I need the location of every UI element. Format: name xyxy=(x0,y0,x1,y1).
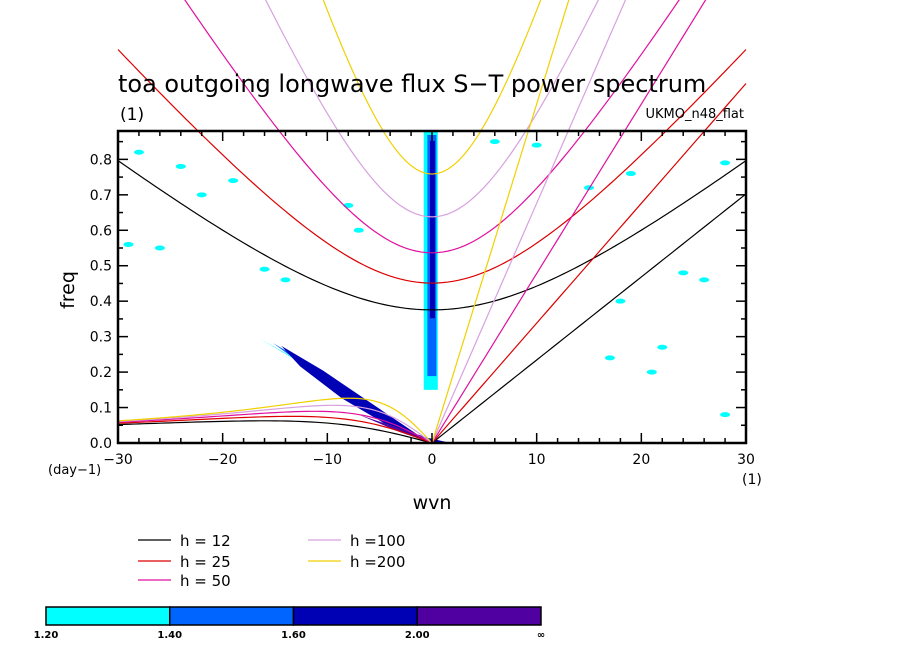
contour-spot xyxy=(625,171,636,177)
y-tick-label: 0.5 xyxy=(90,259,112,275)
colorbar: 1.20 1.40 1.60 2.00 ∞ xyxy=(34,606,545,641)
x-tick-label: −10 xyxy=(313,452,343,468)
x-axis-units: (1) xyxy=(742,472,762,488)
y-tick-labels: 0.0 0.1 0.2 0.3 0.4 0.5 0.6 0.7 0.8 xyxy=(90,152,112,452)
y-tick-label: 0.2 xyxy=(90,365,112,381)
y-axis-label: freq xyxy=(57,271,79,309)
y-tick-label: 0.7 xyxy=(90,188,112,204)
y-axis-units: (day−1) xyxy=(48,463,101,478)
gravity-curve xyxy=(264,0,600,218)
rossby-curve xyxy=(117,420,433,443)
contour-spot xyxy=(175,163,186,169)
kelvin-curve xyxy=(431,83,747,443)
x-tick-label: 0 xyxy=(428,452,437,468)
x-axis-label: wvn xyxy=(413,492,452,514)
y-tick-label: 0.4 xyxy=(90,294,112,310)
title-units: (1) xyxy=(120,105,144,125)
colorbar-segment xyxy=(292,606,418,626)
kelvin-curve xyxy=(431,0,570,443)
contour-spot xyxy=(280,277,291,283)
axis-ticks xyxy=(117,131,747,444)
kelvin-curve xyxy=(431,0,707,443)
x-tick-label: 10 xyxy=(528,452,546,468)
x-tick-label: 30 xyxy=(737,452,755,468)
contour-spot xyxy=(615,298,626,304)
legend-label: h = 12 xyxy=(180,532,231,550)
contour-spot xyxy=(678,270,689,276)
y-tick-label: 0.6 xyxy=(90,223,112,239)
colorbar-label: 1.20 xyxy=(34,630,59,641)
x-tick-labels: −30 −20 −10 0 10 20 30 xyxy=(103,452,755,468)
rossby-curve xyxy=(117,410,433,443)
colorbar-segment xyxy=(169,606,295,626)
contour-spot xyxy=(228,178,239,184)
y-tick-label: 0.1 xyxy=(90,401,112,417)
legend-label: h = 50 xyxy=(180,572,231,590)
colorbar-segment xyxy=(45,606,171,626)
x-tick-label: 20 xyxy=(632,452,650,468)
colorbar-label: ∞ xyxy=(537,630,545,641)
contour-layer xyxy=(123,131,731,443)
legend-label: h =200 xyxy=(350,553,405,571)
gravity-curve xyxy=(117,49,747,284)
contour-spot xyxy=(259,266,270,272)
contour-spot xyxy=(133,149,144,155)
contour-spot xyxy=(720,412,731,418)
contour-spot xyxy=(489,139,500,145)
contour-spot xyxy=(531,142,542,148)
contour-spot xyxy=(646,369,657,375)
dispersion-curves xyxy=(117,0,747,443)
legend: h = 12 h = 25h = 50 h =100 h =200 xyxy=(138,532,405,590)
dataset-label: UKMO_n48_flat xyxy=(645,107,744,122)
rossby-curve xyxy=(117,397,433,443)
y-tick-label: 0.3 xyxy=(90,330,112,346)
colorbar-segment xyxy=(416,606,542,626)
contour-level-3 xyxy=(429,141,435,319)
legend-label: h =100 xyxy=(350,532,405,550)
colorbar-label: 1.40 xyxy=(157,630,182,641)
legend-label: h = 25 xyxy=(180,553,231,571)
rossby-curve xyxy=(117,415,433,443)
chart-title: toa outgoing longwave flux S−T power spe… xyxy=(118,70,706,98)
contour-spot xyxy=(699,277,710,283)
colorbar-label: 1.60 xyxy=(281,630,306,641)
gravity-curve xyxy=(184,0,680,254)
x-tick-label: −30 xyxy=(103,452,133,468)
y-tick-label: 0.0 xyxy=(90,436,112,452)
kelvin-curve xyxy=(431,193,747,443)
y-tick-label: 0.8 xyxy=(90,152,112,168)
contour-spot xyxy=(657,344,668,350)
contour-spot xyxy=(604,355,615,361)
contour-spot xyxy=(353,227,364,233)
gravity-curve xyxy=(117,160,747,311)
contour-spot xyxy=(720,160,731,166)
colorbar-label: 2.00 xyxy=(405,630,430,641)
x-tick-label: −20 xyxy=(208,452,238,468)
rossby-curve xyxy=(117,404,433,443)
contour-spot xyxy=(123,241,134,247)
gravity-curve xyxy=(322,0,542,175)
kelvin-curve xyxy=(431,0,627,443)
contour-spot xyxy=(196,192,207,198)
contour-spot xyxy=(154,245,165,251)
